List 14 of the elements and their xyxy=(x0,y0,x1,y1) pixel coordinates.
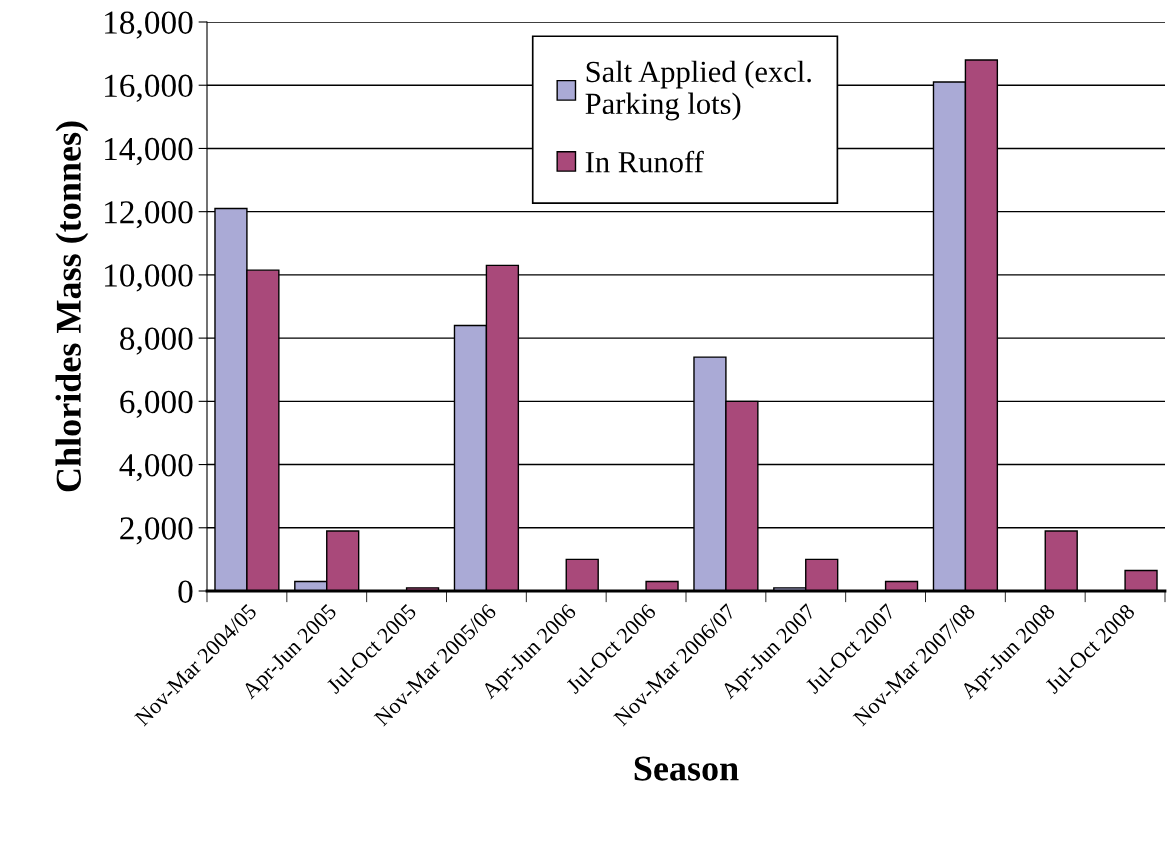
y-tick-label: 10,000 xyxy=(105,264,193,292)
y-tick-label: 12,000 xyxy=(105,201,193,229)
y-tick-label: 0 xyxy=(178,580,193,603)
y-tick-label: 6,000 xyxy=(120,390,193,419)
legend-label: In Runoff xyxy=(585,150,704,173)
y-tick-label: 4,000 xyxy=(119,453,193,482)
y-tick-label: 14,000 xyxy=(105,137,193,166)
y-tick-label: 2,000 xyxy=(120,517,193,545)
x-axis-title: Season xyxy=(634,756,739,781)
legend-label: Salt Applied (excl. Parking lots) xyxy=(585,60,811,121)
y-axis-title: Chlorides Mass (tonnes) xyxy=(55,121,89,492)
y-tick-label: 8,000 xyxy=(120,327,193,355)
y-tick-label: 18,000 xyxy=(105,11,193,39)
y-tick-label: 16,000 xyxy=(105,74,193,102)
